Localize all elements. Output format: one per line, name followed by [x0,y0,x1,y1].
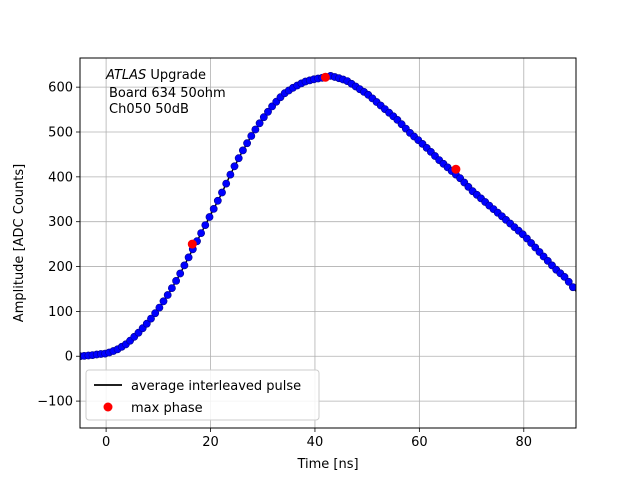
legend-box [85,369,320,421]
svg-text:ATLAS Upgrade: ATLAS Upgrade [105,68,206,83]
pulse-point [238,146,247,155]
pulse-point [213,196,222,205]
legend-label-max-phase: max phase [131,401,203,416]
y-tick-label: 400 [48,170,73,185]
y-axis-label: Amplitude [ADC Counts] [12,164,27,322]
annotation-upgrade: Upgrade [146,68,206,83]
x-tick-label: 80 [516,435,533,450]
y-tick-label: 0 [65,350,73,365]
y-tick-label: 500 [48,126,73,141]
pulse-point [205,213,214,221]
pulse-point [155,303,164,312]
y-tick-label: 300 [48,215,73,230]
pulse-point [251,125,260,134]
pulse-point [159,297,168,306]
annotation-board: Board 634 50ohm [109,86,226,101]
y-tick-label: 100 [48,305,73,320]
pulse-point [167,284,176,292]
x-axis-label: Time [ns] [296,457,358,472]
x-tick-label: 40 [307,435,324,450]
legend: average interleaved pulse max phase [85,369,320,421]
pulse-point [259,113,268,122]
pulse-point [247,132,256,140]
pulse-point [176,269,185,278]
max-phase-point [187,239,197,249]
pulse-point [142,319,151,328]
pulse-point [151,309,160,318]
pulse-point [264,107,272,116]
pulse-point [147,314,155,323]
x-axis-ticks: 0 20 40 60 80 [102,428,532,450]
y-axis-ticks: −100 0 100 200 300 400 500 600 [37,81,80,410]
annotation-channel: Ch050 50dB [109,102,189,117]
pulse-point [230,162,239,171]
pulse-point [163,291,172,299]
grid [80,58,576,428]
pulse-point [243,139,251,148]
pulse-point [226,170,235,179]
x-tick-label: 0 [102,435,110,450]
legend-marker-swatch [103,402,113,412]
series-max-phase [187,72,461,249]
pulse-point [234,154,243,163]
pulse-point [560,272,569,281]
pulse-point [184,253,193,262]
pulse-point [255,119,264,128]
pulse-point [564,277,573,286]
pulse-point [209,204,218,213]
pulse-point [180,261,189,270]
pulse-point [569,283,576,292]
plot-frame [79,57,577,429]
legend-label-average-pulse: average interleaved pulse [131,379,301,394]
max-phase-point [320,72,330,82]
annotation: ATLAS Upgrade Board 634 50ohm Ch050 50dB [105,68,226,117]
x-tick-label: 20 [202,435,219,450]
pulse-point [197,229,205,237]
annotation-atlas: ATLAS [105,68,146,83]
pulse-point [201,221,210,229]
x-tick-label: 60 [411,435,428,450]
y-tick-label: 200 [48,260,73,275]
pulse-point [222,179,231,188]
y-tick-label: 600 [48,81,73,96]
max-phase-point [451,164,461,174]
pulse-point [172,276,180,285]
pulse-point [218,188,226,197]
y-tick-label: −100 [37,395,73,410]
